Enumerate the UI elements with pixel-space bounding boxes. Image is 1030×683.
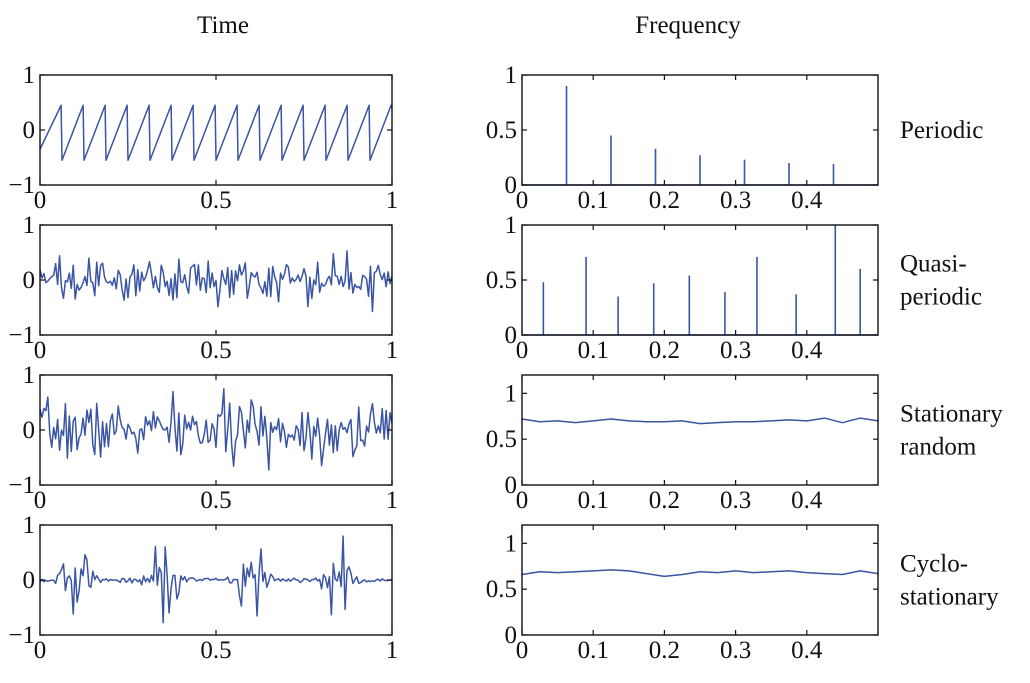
x-tick-label: 0.3 [720,487,751,514]
y-tick-label: −1 [8,472,35,499]
x-tick-label: 0 [516,637,529,664]
y-tick-label: 1 [23,362,36,389]
y-tick-label: 0 [505,622,518,649]
x-tick-label: 1 [386,487,399,514]
x-tick-label: 0.4 [791,637,823,664]
x-tick-label: 0.4 [791,187,823,214]
y-tick-label: 1 [23,512,36,539]
x-tick-label: 0 [34,337,47,364]
y-tick-label: 0 [23,117,36,144]
x-tick-label: 0 [34,637,47,664]
x-tick-label: 0.3 [720,637,751,664]
axes-frame [521,374,879,486]
x-tick-label: 0.5 [200,637,231,664]
row-label-2-line-1: Quasi- [900,251,967,278]
axes-frame [521,524,879,636]
y-tick-label: 1 [505,62,518,89]
y-tick-label: 1 [23,212,36,239]
x-tick-label: 0.2 [649,337,680,364]
x-tick-label: 0.3 [720,337,751,364]
y-tick-label: 0.5 [486,576,517,603]
frequency-column-title: Frequency [635,12,741,39]
row-label-3-line-2: random [900,434,977,461]
time-column-title: Time [197,12,249,39]
x-tick-label: 0.3 [720,187,751,214]
frequency-panel-2: 0 0.1 0.2 0.3 0.4 0 0.5 1 [486,212,879,364]
row-label-2-line-2: periodic [900,284,982,311]
x-tick-label: 0.2 [649,187,680,214]
y-tick-label: 1 [505,530,518,557]
axes-frame [39,524,393,636]
x-tick-label: 0.4 [791,337,823,364]
y-tick-label: 0.5 [486,267,517,294]
y-tick-label: −1 [8,322,35,349]
x-tick-label: 0.1 [578,487,609,514]
series-line [39,104,393,161]
y-tick-label: 0.5 [486,426,517,453]
x-tick-label: 0.5 [200,187,231,214]
y-tick-label: 0.5 [486,117,517,144]
row-label-4-line-2: stationary [900,584,999,611]
x-tick-label: 0 [34,487,47,514]
time-panel-2: 0 0.5 1−101 [8,212,398,364]
x-tick-label: 1 [386,337,399,364]
y-tick-label: 0 [23,567,36,594]
row-label-3-line-1: Stationary [900,401,1003,428]
y-tick-label: 1 [23,62,36,89]
series-line [521,569,879,578]
row-label-1-line-1: Periodic [900,117,983,144]
y-tick-label: 0 [23,417,36,444]
row-labels: Periodic Quasi-periodic Stationary random Cy… [900,117,1003,611]
series-line [39,250,393,313]
x-tick-label: 0.4 [791,487,823,514]
time-panel-1: 0 0.5 1−101 [8,62,398,214]
y-tick-label: 1 [505,380,518,407]
frequency-panel-4: 0 0.1 0.2 0.3 0.4 0 0.5 1 [486,524,879,664]
y-tick-label: 0 [505,472,518,499]
series-line [39,535,393,624]
time-panel-3: 0 0.5 1−101 [8,362,398,514]
y-tick-label: 1 [505,212,518,239]
series-line [39,388,393,471]
y-tick-label: 0 [505,322,518,349]
x-tick-label: 0 [516,487,529,514]
time-panel-4: 0 0.5 1−101 [8,512,398,664]
x-tick-label: 0.5 [200,337,231,364]
series-line [521,417,879,425]
axes-frame [521,224,879,336]
x-tick-label: 0.1 [578,637,609,664]
x-tick-label: 0.1 [578,337,609,364]
x-tick-label: 1 [386,637,399,664]
y-tick-label: 0 [505,172,518,199]
x-tick-label: 0 [516,337,529,364]
y-tick-label: 0 [23,267,36,294]
frequency-panel-1: 0 0.1 0.2 0.3 0.4 0 0.5 1 [486,62,879,214]
x-tick-label: 0 [34,187,47,214]
x-tick-label: 0.5 [200,487,231,514]
x-tick-label: 0.2 [649,637,680,664]
frequency-panel-3: 0 0.1 0.2 0.3 0.4 0 0.5 1 [486,374,879,514]
y-tick-label: −1 [8,172,35,199]
x-tick-label: 0.2 [649,487,680,514]
x-tick-label: 0.1 [578,187,609,214]
y-tick-label: −1 [8,622,35,649]
x-tick-label: 1 [386,187,399,214]
row-label-4-line-1: Cyclo- [900,551,968,578]
x-tick-label: 0 [516,187,529,214]
